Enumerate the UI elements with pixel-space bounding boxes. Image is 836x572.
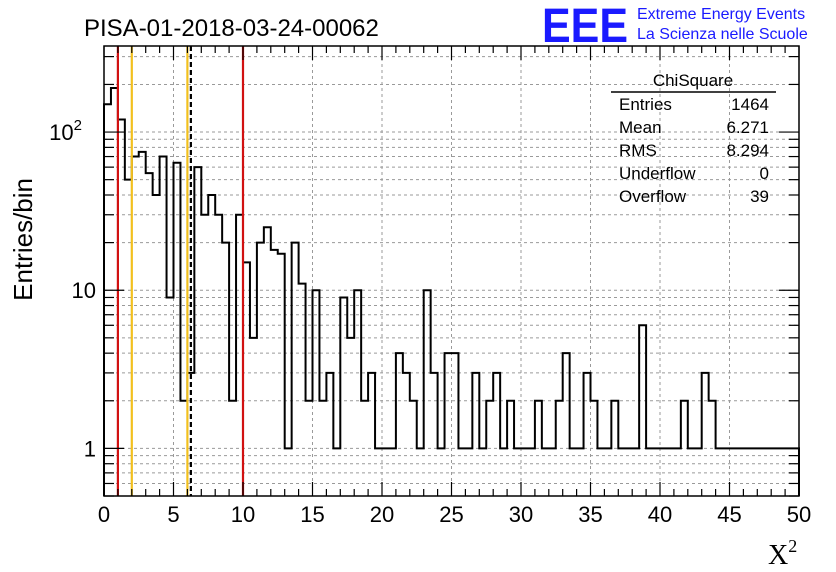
- stats-value: 6.271: [726, 118, 769, 137]
- x-tick-label: 5: [167, 502, 179, 527]
- y-tick-label: 1: [84, 436, 96, 461]
- stats-box: ChiSquare Entries 1464 Mean 6.271 RMS 8.294 Un…: [611, 71, 776, 206]
- threshold-lines: [116, 46, 245, 496]
- y-axis-label: Entries/bin: [8, 178, 38, 301]
- x-tick-label: 30: [509, 502, 533, 527]
- stats-label: Underflow: [619, 164, 696, 183]
- y-tick-label: 102: [49, 117, 82, 145]
- x-tick-label: 10: [231, 502, 255, 527]
- x-axis-exponent: 2: [788, 536, 797, 556]
- y-tick-exponent: 2: [74, 117, 82, 134]
- x-tick-labels: 0 5 10 15 20 25 30 35 40 45 50: [98, 502, 811, 527]
- stats-label: Mean: [619, 118, 662, 137]
- stats-label: RMS: [619, 141, 657, 160]
- y-tick-label: 10: [72, 278, 96, 303]
- stats-value: 8.294: [726, 141, 769, 160]
- logo-line-1: Extreme Energy Events: [637, 6, 805, 23]
- chart-title: PISA-01-2018-03-24-00062: [84, 15, 379, 42]
- stats-title: ChiSquare: [653, 71, 733, 90]
- axis-ticks: [103, 46, 800, 497]
- stats-label: Entries: [619, 95, 672, 114]
- x-tick-label: 20: [370, 502, 394, 527]
- x-tick-label: 40: [648, 502, 672, 527]
- logo-line-2: La Scienza nelle Scuole: [637, 26, 808, 43]
- x-tick-label: 50: [787, 502, 811, 527]
- eee-logo: EEE Extreme Energy Events La Scienza nel…: [542, 0, 808, 53]
- stats-value: 1464: [731, 95, 769, 114]
- stats-value: 39: [750, 187, 769, 206]
- stats-rows: Entries 1464 Mean 6.271 RMS 8.294 Underflow 0 Ov…: [619, 95, 769, 206]
- stats-label: Overflow: [619, 187, 687, 206]
- stats-value: 0: [760, 164, 769, 183]
- x-tick-label: 45: [717, 502, 741, 527]
- x-tick-label: 15: [300, 502, 324, 527]
- x-tick-label: 0: [98, 502, 110, 527]
- x-tick-label: 25: [439, 502, 463, 527]
- x-tick-label: 35: [578, 502, 602, 527]
- y-tick-base: 10: [49, 120, 73, 145]
- histogram-outline: [103, 86, 800, 496]
- x-axis-label: X2: [768, 536, 797, 571]
- x-axis-symbol: X: [768, 540, 788, 571]
- logo-mark: EEE: [542, 0, 628, 53]
